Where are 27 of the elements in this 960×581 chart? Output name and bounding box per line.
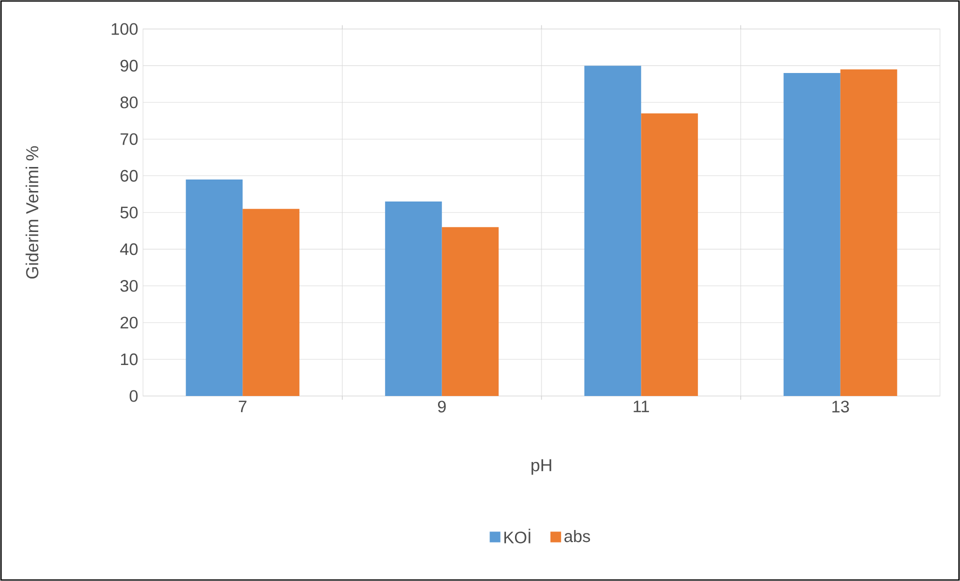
y-tick-label: 10: [121, 353, 138, 366]
y-tick-label: 100: [112, 23, 138, 35]
y-tick-label: 20: [120, 316, 138, 328]
y-tick-label: 50: [120, 206, 138, 218]
bar: [840, 69, 898, 396]
y-tick-label: 0: [130, 390, 138, 402]
bar: [442, 227, 499, 396]
y-tick-label: 30: [120, 280, 138, 292]
legend-label: abs: [564, 530, 590, 542]
x-tick-label: 11: [634, 400, 649, 412]
bar: [641, 113, 698, 396]
bar: [242, 208, 300, 396]
y-axis-title: Giderim Verimi %: [26, 146, 38, 279]
y-tick-label: 80: [120, 96, 138, 108]
bar: [784, 73, 840, 396]
y-tick-label: 40: [120, 243, 138, 256]
x-tick-label: 13: [832, 400, 849, 413]
y-tick-label: 70: [120, 133, 138, 145]
y-tick-label: 60: [120, 170, 138, 182]
x-axis-title: pH: [532, 459, 552, 475]
x-tick-label: 9: [438, 400, 446, 413]
bar: [584, 66, 642, 396]
bar: [186, 179, 243, 396]
legend-label: KOİ: [504, 528, 530, 544]
x-tick-label: 7: [238, 400, 246, 412]
y-tick-label: 90: [120, 60, 138, 72]
bar: [385, 201, 442, 396]
